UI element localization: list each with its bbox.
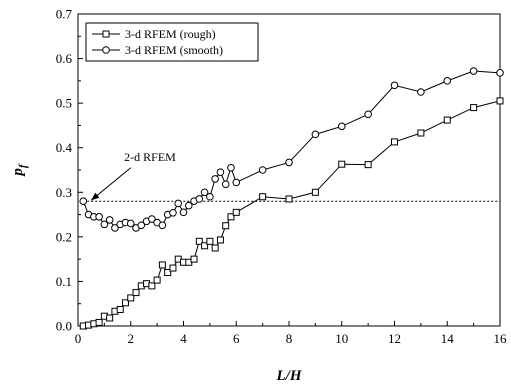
data-point-rough-39: [496, 97, 504, 105]
data-point-rough-23: [201, 242, 209, 250]
data-point-smooth-27: [221, 180, 230, 189]
data-point-smooth-19: [179, 208, 188, 217]
y-axis-label: pf: [10, 163, 29, 178]
data-point-rough-36: [417, 129, 425, 137]
data-point-smooth-37: [443, 77, 452, 85]
data-point-rough-10: [132, 289, 140, 297]
data-point-rough-8: [121, 299, 129, 307]
data-point-smooth-5: [105, 216, 114, 224]
data-point-smooth-25: [211, 175, 219, 183]
data-point-rough-22: [195, 237, 203, 245]
x-tick-label-2: 4: [180, 331, 187, 346]
y-tick-label-6: 0.6: [56, 51, 73, 66]
data-point-rough-17: [169, 264, 177, 272]
x-tick-label-0: 0: [75, 331, 82, 346]
data-point-smooth-4: [100, 220, 109, 229]
data-point-smooth-35: [390, 81, 399, 90]
x-tick-label-4: 8: [286, 331, 293, 346]
data-point-smooth-32: [311, 130, 320, 139]
data-point-rough-35: [391, 138, 398, 146]
legend-label-smooth: 3-d RFEM (smooth): [125, 43, 223, 57]
legend-label-rough: 3-d RFEM (rough): [125, 27, 216, 41]
data-point-rough-9: [127, 294, 135, 302]
annotation-arrow-line: [90, 167, 132, 201]
x-tick-label-7: 14: [441, 331, 455, 346]
x-axis-label: L/H: [276, 368, 303, 384]
data-point-rough-14: [153, 276, 161, 284]
data-point-smooth-39: [496, 69, 504, 77]
data-point-rough-30: [259, 193, 267, 201]
data-point-rough-29: [232, 208, 240, 216]
annotation-2d-rfem: 2-d RFEM: [124, 150, 176, 164]
y-tick-label-7: 0.7: [56, 7, 73, 22]
data-point-smooth-22: [195, 195, 204, 203]
plot-area: 0 2 4 6 8 10 12 14 16 0.0 0.1 0.2 0.3 0.4 0.5 0.6 0.7: [56, 7, 507, 347]
data-point-smooth-33: [337, 122, 346, 131]
data-point-smooth-24: [206, 192, 214, 201]
data-point-rough-21: [190, 255, 198, 263]
data-point-rough-37: [443, 116, 451, 124]
x-tick-label-1: 2: [128, 331, 135, 346]
data-point-rough-34: [364, 161, 372, 169]
data-point-rough-24: [206, 237, 214, 245]
data-point-smooth-29: [232, 178, 241, 187]
data-point-rough-13: [148, 282, 156, 290]
data-point-smooth-28: [227, 163, 235, 172]
x-tick-label-3: 6: [233, 331, 240, 346]
data-point-rough-32: [311, 188, 319, 196]
data-point-smooth-15: [158, 221, 167, 230]
data-point-smooth-0: [79, 197, 88, 205]
data-point-smooth-11: [137, 221, 146, 230]
y-tick-label-4: 0.4: [56, 140, 73, 155]
data-point-smooth-20: [184, 201, 193, 210]
x-tick-label-8: 16: [494, 331, 508, 346]
y-axis-label-sub: f: [17, 163, 29, 168]
legend-marker-smooth: [102, 46, 110, 54]
x-tick-label-6: 12: [388, 331, 401, 346]
data-point-rough-25: [211, 244, 219, 252]
data-point-smooth-6: [111, 224, 119, 232]
data-point-smooth-36: [417, 88, 425, 96]
data-point-rough-3: [95, 318, 103, 326]
y-tick-label-2: 0.2: [56, 229, 72, 244]
y-tick-label-1: 0.1: [56, 274, 72, 289]
legend: 3-d RFEM (rough) 3-d RFEM (smooth): [85, 22, 259, 62]
data-point-smooth-38: [469, 67, 478, 75]
y-tick-label-3: 0.3: [56, 185, 72, 200]
data-point-smooth-23: [200, 188, 209, 197]
annotation-arrow-head: [91, 192, 100, 201]
data-point-smooth-26: [216, 168, 225, 177]
legend-box: [85, 22, 259, 62]
y-tick-label-5: 0.5: [56, 96, 72, 111]
data-point-smooth-17: [169, 208, 177, 217]
data-point-smooth-13: [148, 215, 156, 223]
data-point-smooth-18: [174, 199, 183, 208]
data-point-rough-16: [164, 269, 172, 277]
data-point-rough-27: [222, 222, 230, 230]
data-point-rough-26: [216, 236, 224, 244]
data-point-smooth-31: [285, 158, 293, 167]
data-point-rough-7: [116, 306, 124, 314]
data-point-rough-15: [158, 261, 166, 269]
data-point-rough-33: [338, 160, 346, 168]
data-point-rough-38: [470, 104, 478, 112]
data-point-smooth-9: [126, 219, 135, 228]
y-axis-label-main: p: [10, 168, 26, 178]
data-point-smooth-34: [364, 110, 372, 119]
series-line-rough: [83, 100, 501, 327]
data-point-rough-5: [106, 314, 114, 322]
data-point-rough-28: [227, 213, 235, 221]
data-point-smooth-3: [95, 213, 103, 221]
legend-marker-rough: [102, 30, 110, 38]
x-tick-label-5: 10: [335, 331, 348, 346]
y-tick-label-0: 0.0: [56, 319, 72, 334]
data-point-smooth-30: [258, 166, 267, 174]
data-point-rough-31: [285, 195, 293, 203]
